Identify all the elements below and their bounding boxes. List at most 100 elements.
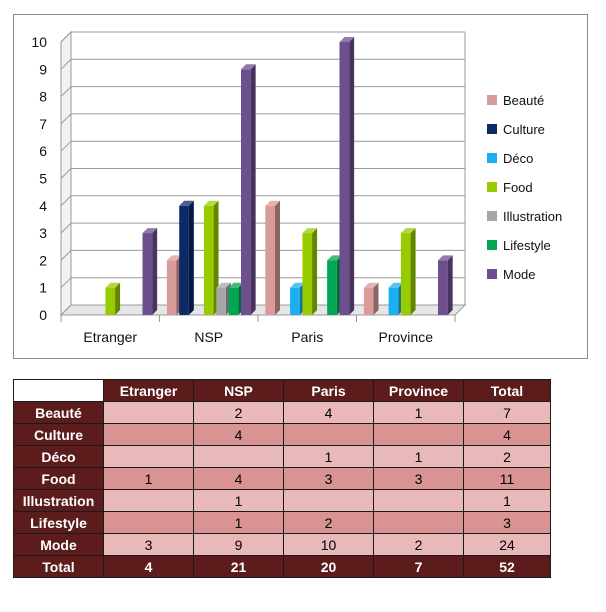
x-tick-label: Province bbox=[379, 329, 434, 345]
table-total-row: Total 4 21 20 7 52 bbox=[13, 555, 551, 578]
column-header: NSP bbox=[193, 379, 284, 402]
y-tick-label: 4 bbox=[39, 198, 47, 214]
legend-swatch bbox=[487, 182, 497, 192]
table-cell bbox=[103, 423, 194, 446]
chart-container: 0 1 2 3 4 5 6 7 8 9 10 Etranger NSP Paris Province Beau… bbox=[13, 14, 588, 359]
legend-swatch bbox=[487, 211, 497, 221]
table-row: Beauté 2 4 1 7 bbox=[13, 401, 551, 424]
y-tick-label: 9 bbox=[39, 61, 47, 77]
total-cell: 20 bbox=[283, 555, 374, 578]
bar-side bbox=[447, 255, 453, 315]
table-cell: 7 bbox=[463, 401, 551, 424]
bar-side bbox=[188, 200, 194, 315]
bar bbox=[290, 287, 300, 315]
gridline bbox=[60, 140, 465, 152]
legend-label: Lifestyle bbox=[503, 238, 551, 253]
bar-top bbox=[363, 282, 379, 288]
table-cell bbox=[373, 489, 464, 512]
row-header: Culture bbox=[13, 423, 104, 446]
legend-label: Déco bbox=[503, 151, 533, 166]
bar-side bbox=[349, 37, 355, 315]
table-cell bbox=[283, 489, 374, 512]
gridline bbox=[60, 249, 465, 261]
table-cell bbox=[193, 445, 284, 468]
bar-side bbox=[410, 228, 416, 315]
legend-label: Food bbox=[503, 180, 533, 195]
bar-side bbox=[115, 282, 121, 315]
column-header: Etranger bbox=[103, 379, 194, 402]
total-cell: 4 bbox=[103, 555, 194, 578]
bar bbox=[400, 233, 411, 315]
bar bbox=[241, 69, 251, 315]
bar-top bbox=[302, 228, 318, 234]
row-header: Illustration bbox=[13, 489, 104, 512]
bar bbox=[142, 233, 153, 315]
table-cell: 2 bbox=[283, 511, 374, 534]
bar-side bbox=[373, 282, 379, 315]
table-cell bbox=[103, 401, 194, 424]
table-cell: 4 bbox=[193, 467, 284, 490]
y-tick-label: 6 bbox=[39, 143, 47, 159]
bar-top bbox=[216, 282, 231, 288]
table-cell bbox=[373, 423, 464, 446]
total-cell: 21 bbox=[193, 555, 284, 578]
bar-top bbox=[290, 282, 305, 288]
y-tick-label: 3 bbox=[39, 225, 47, 241]
y-tick-label: 0 bbox=[39, 307, 47, 323]
table-corner bbox=[13, 379, 104, 402]
table-row: Lifestyle 1 2 3 bbox=[13, 511, 551, 534]
bar bbox=[216, 287, 226, 315]
table-cell: 2 bbox=[373, 533, 464, 556]
table-row: Culture 4 4 bbox=[13, 423, 551, 446]
bar-top bbox=[388, 282, 404, 288]
table-cell: 1 bbox=[103, 467, 194, 490]
table-cell bbox=[103, 445, 194, 468]
table-cell bbox=[103, 489, 194, 512]
bar-top bbox=[327, 255, 342, 261]
bar-top bbox=[228, 282, 244, 288]
table-cell: 1 bbox=[193, 489, 284, 512]
gridline bbox=[60, 113, 465, 125]
bar bbox=[363, 287, 374, 315]
table-cell: 4 bbox=[283, 401, 374, 424]
bar bbox=[179, 205, 189, 315]
bar-side bbox=[213, 200, 219, 315]
bar bbox=[438, 260, 448, 315]
table-cell: 11 bbox=[463, 467, 551, 490]
legend-swatch bbox=[487, 153, 497, 163]
table-cell: 3 bbox=[463, 511, 551, 534]
bar-top bbox=[203, 200, 219, 206]
bar bbox=[203, 205, 214, 315]
table-row: Mode 3 9 10 2 24 bbox=[13, 533, 551, 556]
y-tick-label: 2 bbox=[39, 252, 47, 268]
row-header: Lifestyle bbox=[13, 511, 104, 534]
gridline bbox=[60, 31, 465, 43]
gridline bbox=[60, 222, 465, 234]
legend-swatch bbox=[487, 124, 497, 134]
bar-top bbox=[179, 200, 194, 206]
table-cell: 3 bbox=[103, 533, 194, 556]
legend-label: Mode bbox=[503, 267, 536, 282]
table-cell: 24 bbox=[463, 533, 551, 556]
table-cell bbox=[103, 511, 194, 534]
bar-chart: 0 1 2 3 4 5 6 7 8 9 10 Etranger NSP Paris Province Beau… bbox=[31, 30, 562, 345]
bar bbox=[265, 205, 275, 315]
bar bbox=[327, 260, 337, 315]
row-header: Beauté bbox=[13, 401, 104, 424]
bar-top bbox=[339, 37, 355, 42]
bar-top bbox=[166, 255, 182, 261]
table-cell: 4 bbox=[463, 423, 551, 446]
bar bbox=[302, 233, 313, 315]
x-tick-label: Paris bbox=[291, 329, 323, 345]
row-header: Total bbox=[13, 555, 104, 578]
bar-top bbox=[105, 282, 121, 288]
plot-area bbox=[61, 32, 465, 315]
x-tick-label: Etranger bbox=[83, 329, 137, 345]
bar-side bbox=[274, 200, 280, 315]
table-cell: 2 bbox=[193, 401, 284, 424]
table-cell: 1 bbox=[193, 511, 284, 534]
gridline bbox=[60, 86, 465, 97]
column-header: Total bbox=[463, 379, 551, 402]
table-cell: 4 bbox=[193, 423, 284, 446]
bar-side bbox=[152, 228, 158, 315]
